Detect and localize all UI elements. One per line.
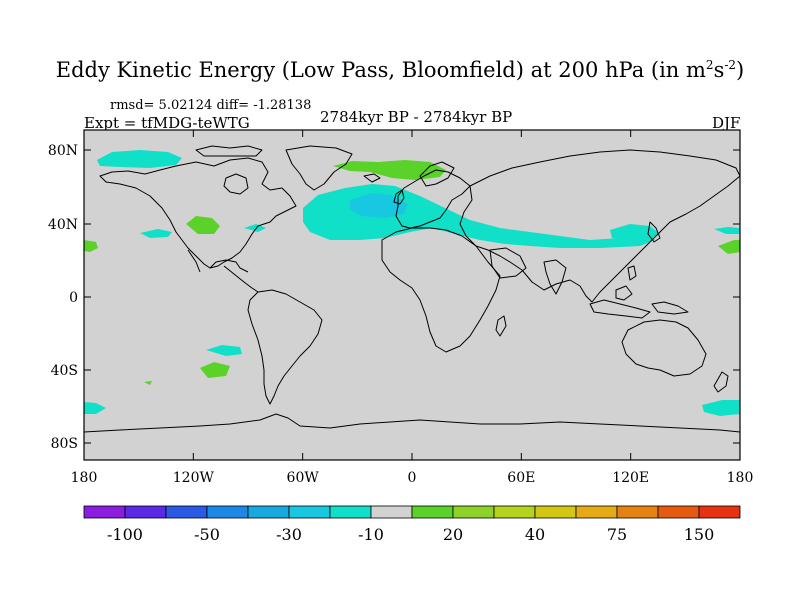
coast-britain (393, 189, 405, 205)
contour-east-edge-green (718, 240, 740, 254)
coast-gulf-mexico (209, 259, 249, 273)
colorbar-swatch (124, 505, 167, 519)
coast-central-america (223, 265, 259, 293)
colorbar-swatch (534, 505, 577, 519)
contour-s-pacific-green (200, 362, 230, 378)
x-tick-label: 120W (173, 470, 215, 486)
x-tick-label: 180 (727, 470, 754, 486)
experiment-label: Expt = tfMDG-teWTG (84, 114, 250, 132)
colorbar-label: 40 (525, 525, 545, 544)
coast-new-zealand (713, 371, 729, 393)
colorbar-swatch (247, 505, 290, 519)
colorbar-label: -50 (194, 525, 220, 544)
x-axis: 180 120W 60W 0 60E 120E 180 (71, 130, 754, 486)
coastlines (84, 145, 740, 433)
colorbar-swatch (83, 505, 126, 519)
coast-indonesia (589, 299, 651, 319)
colorbar-swatch (698, 505, 741, 519)
coast-greenland (285, 145, 353, 191)
x-tick-label: 120E (612, 470, 649, 486)
colorbar-swatch (206, 505, 249, 519)
contour-southern-east-cyan (702, 400, 740, 416)
contour-arctic-green (333, 160, 446, 180)
contour-s-pacific-green-small (144, 381, 152, 385)
contour-southern-west-cyan (84, 402, 106, 414)
colorbar-label: 150 (684, 525, 715, 544)
colorbar-swatch (452, 505, 495, 519)
colorbar-swatch (370, 505, 413, 519)
colorbar-swatch (493, 505, 536, 519)
coast-madagascar (495, 315, 507, 337)
stats-text: rmsd= 5.02124 diff= -1.28138 (110, 98, 312, 113)
y-axis: 80N 40N 0 40S 80S (48, 143, 740, 452)
coast-philippines (627, 265, 637, 281)
colorbar-swatch (288, 505, 331, 519)
title-mid: s (713, 58, 725, 82)
coast-japan (647, 221, 661, 243)
coast-africa (381, 227, 501, 353)
coast-arctic-islands (195, 145, 263, 157)
x-tick-label: 0 (408, 470, 417, 486)
colorbar: -100 -50 -30 -10 20 40 75 150 (83, 505, 741, 544)
coast-new-guinea (651, 301, 689, 315)
contour-north-atlantic-core (350, 193, 408, 218)
season-label: DJF (712, 114, 741, 132)
coast-asia (459, 149, 740, 303)
plot-title: Eddy Kinetic Energy (Low Pass, Bloomfiel… (0, 58, 800, 82)
colorbar-label: -30 (276, 525, 302, 544)
y-tick-label: 40S (51, 363, 78, 379)
coast-india (543, 259, 567, 295)
contour-east-us-cyan (244, 224, 266, 232)
y-tick-label: 80N (48, 143, 78, 159)
coast-australia (621, 319, 707, 377)
colorbar-swatch (616, 505, 659, 519)
colorbar-label: 20 (443, 525, 463, 544)
coast-europe (395, 169, 471, 229)
title-sup-2: -2 (724, 58, 737, 72)
y-tick-label: 80S (51, 436, 78, 452)
contour-nw-pacific-cyan (714, 227, 740, 234)
contour-pacific-cyan (140, 229, 172, 238)
colorbar-label: -100 (107, 525, 143, 544)
y-tick-label: 0 (69, 290, 78, 306)
x-tick-label: 60E (507, 470, 535, 486)
colorbar-swatch (329, 505, 372, 519)
coast-south-america (247, 289, 323, 405)
coast-arabia (489, 247, 527, 279)
colorbar-swatch (575, 505, 618, 519)
contour-west-edge-green (84, 240, 98, 252)
x-tick-label: 60W (287, 470, 320, 486)
coast-hudson-bay (223, 173, 249, 195)
title-main: Eddy Kinetic Energy (Low Pass, Bloomfiel… (55, 58, 706, 82)
contour-rockies-green (186, 216, 220, 234)
colorbar-swatch (411, 505, 454, 519)
title-sup-1: 2 (705, 58, 714, 72)
coast-borneo (615, 285, 633, 301)
period-label: 2784kyr BP - 2784kyr BP (320, 108, 513, 126)
coast-iceland (363, 173, 381, 183)
colorbar-label: -10 (358, 525, 384, 544)
contour-arctic-cyan (97, 150, 182, 168)
coast-north-america (99, 157, 297, 269)
x-tick-label: 180 (71, 470, 98, 486)
contour-regions (84, 150, 740, 416)
coast-scandinavia (419, 161, 455, 187)
colorbar-swatch (165, 505, 208, 519)
coast-antarctica (84, 413, 740, 433)
colorbar-swatch (657, 505, 700, 519)
y-tick-label: 40N (48, 217, 78, 233)
title-close: ) (736, 58, 745, 82)
coast-baja (187, 249, 201, 273)
contour-japan-cyan (610, 224, 660, 240)
colorbar-label: 75 (607, 525, 627, 544)
contour-s-pacific-cyan (206, 345, 242, 356)
